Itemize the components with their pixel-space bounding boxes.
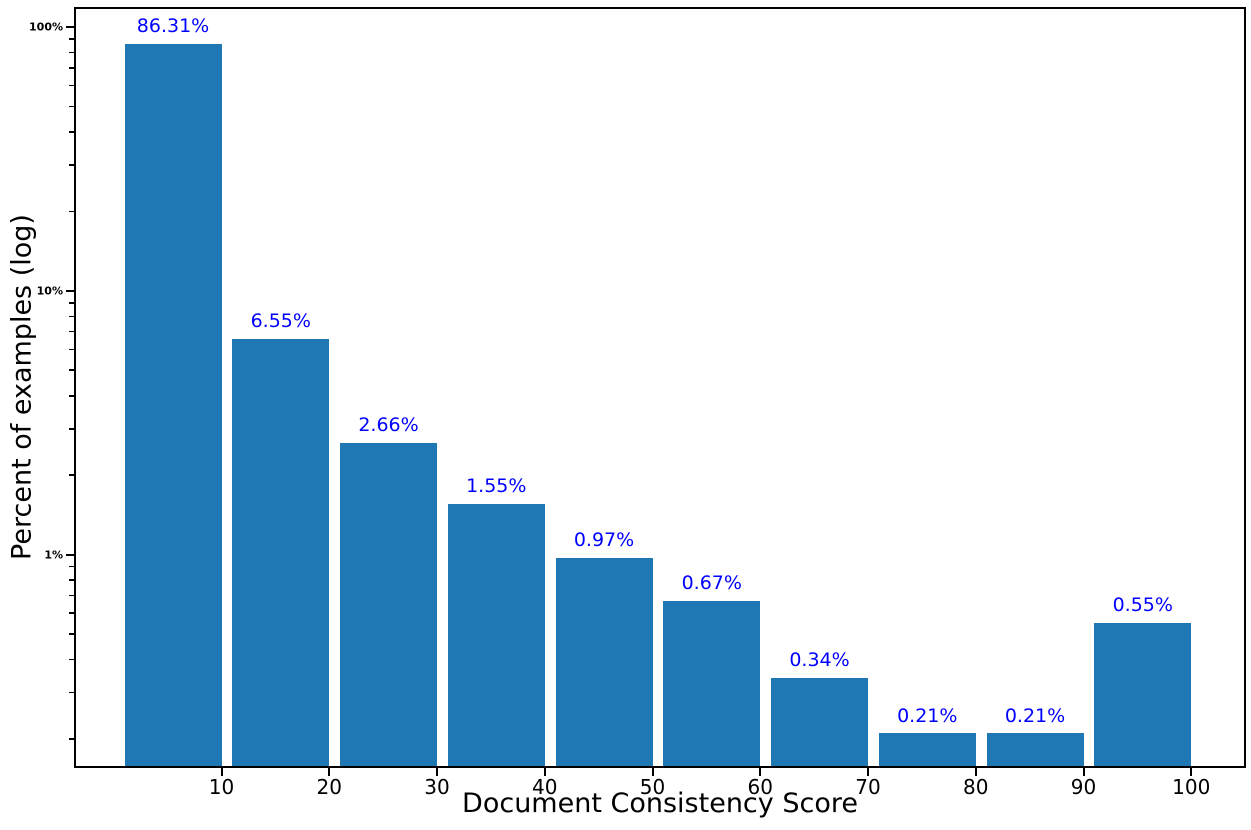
bar-value-label: 86.31% xyxy=(136,14,210,37)
y-minor-tick-mark xyxy=(69,38,74,40)
bar xyxy=(232,339,330,768)
bar xyxy=(447,504,545,768)
bar xyxy=(1094,623,1192,768)
bar-value-label: 6.55% xyxy=(250,310,311,333)
y-axis-spine xyxy=(74,7,76,768)
y-tick-label: 100% xyxy=(29,20,63,34)
x-tick-mark xyxy=(974,768,977,776)
y-minor-tick-mark xyxy=(69,579,74,581)
y-minor-tick-mark xyxy=(69,395,74,397)
x-tick-label: 100 xyxy=(1172,775,1211,799)
x-tick-mark xyxy=(1190,768,1193,776)
x-tick-label: 30 xyxy=(424,775,450,799)
x-axis-label: Document Consistency Score xyxy=(462,788,858,819)
right-spine xyxy=(1244,7,1246,768)
x-tick-mark xyxy=(1082,768,1085,776)
bar xyxy=(663,600,761,768)
bar xyxy=(986,733,1084,768)
x-tick-mark xyxy=(759,768,762,776)
y-minor-tick-mark xyxy=(69,84,74,87)
bar xyxy=(340,442,437,768)
x-tick-mark xyxy=(867,768,869,776)
plot-area: 86.31% 6.55% 2.66% 1.55% 0.97% 0.67% 0.34% 0.21… xyxy=(29,7,1246,799)
x-tick-label: 70 xyxy=(855,775,881,799)
bar-value-label: 0.21% xyxy=(1004,704,1066,727)
bar xyxy=(878,733,976,768)
y-minor-tick-mark xyxy=(69,658,74,661)
x-tick-mark xyxy=(328,768,331,776)
y-minor-tick-mark xyxy=(69,67,74,69)
y-tick-mark xyxy=(66,25,74,28)
bar-value-label: 0.21% xyxy=(897,704,958,727)
y-tick-mark xyxy=(66,553,74,556)
top-spine xyxy=(74,7,1246,9)
y-minor-tick-mark xyxy=(69,738,74,740)
bar xyxy=(555,558,653,768)
x-tick-label: 20 xyxy=(316,775,342,799)
x-tick-label: 50 xyxy=(639,775,666,799)
x-axis-spine xyxy=(74,766,1246,768)
y-minor-tick-mark xyxy=(69,330,74,333)
x-tick-label: 60 xyxy=(747,775,773,799)
y-minor-tick-mark xyxy=(69,105,74,108)
x-tick-mark xyxy=(220,768,223,776)
y-minor-tick-mark xyxy=(69,302,74,304)
x-tick-mark xyxy=(543,768,546,776)
y-tick-mark xyxy=(66,289,74,292)
y-minor-tick-mark xyxy=(69,691,74,694)
y-minor-tick-mark xyxy=(69,348,74,351)
y-minor-tick-mark xyxy=(69,369,74,371)
x-tick-label: 40 xyxy=(532,775,558,799)
y-tick-label: 10% xyxy=(36,284,63,298)
y-axis-label: Percent of examples (log) xyxy=(6,214,38,560)
x-tick-label: 10 xyxy=(208,775,235,799)
y-minor-tick-mark xyxy=(69,633,74,635)
y-minor-tick-mark xyxy=(69,565,74,568)
y-tick-label: 1% xyxy=(44,548,63,562)
y-minor-tick-mark xyxy=(69,315,74,318)
y-minor-tick-mark xyxy=(69,164,74,166)
bar-value-label: 0.97% xyxy=(573,529,635,552)
bar xyxy=(124,43,222,768)
y-minor-tick-mark xyxy=(69,594,74,597)
y-minor-tick-mark xyxy=(69,131,74,133)
bar-value-label: 0.67% xyxy=(681,571,742,594)
bar-value-label: 0.55% xyxy=(1112,594,1173,617)
bar-value-label: 1.55% xyxy=(466,475,527,498)
x-tick-mark xyxy=(651,768,654,776)
bar xyxy=(771,678,868,768)
bar-value-label: 2.66% xyxy=(358,413,419,436)
y-minor-tick-mark xyxy=(69,51,74,54)
x-tick-mark xyxy=(436,768,438,776)
bar-value-label: 0.34% xyxy=(789,649,850,672)
x-tick-label: 80 xyxy=(963,775,989,799)
y-minor-tick-mark xyxy=(69,474,74,476)
y-minor-tick-mark xyxy=(69,612,74,614)
y-minor-tick-mark xyxy=(69,210,74,213)
x-tick-label: 90 xyxy=(1070,775,1097,799)
y-minor-tick-mark xyxy=(69,428,74,430)
